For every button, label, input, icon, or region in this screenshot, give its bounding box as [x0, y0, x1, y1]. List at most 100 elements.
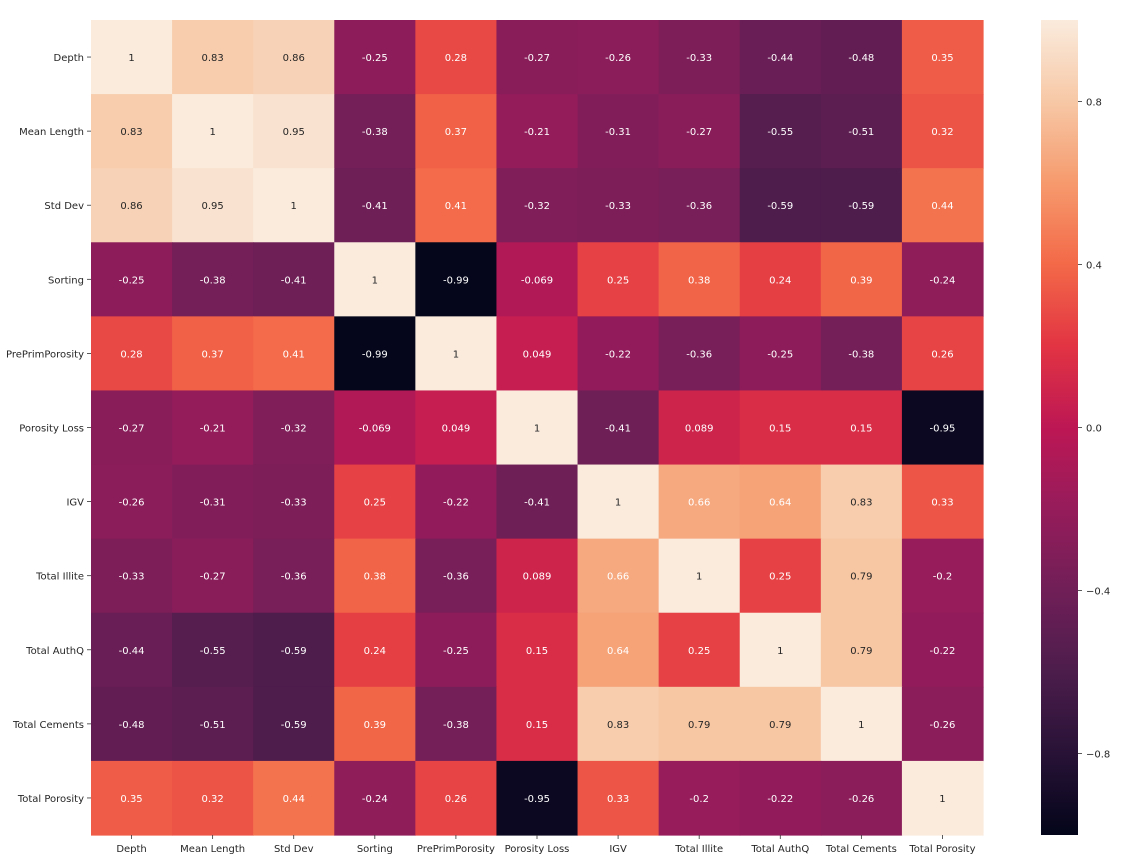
colorbar-gradient: [1041, 20, 1078, 835]
heatmap-cell: [901, 390, 984, 466]
cell-annotation: -0.51: [200, 720, 226, 731]
heatmap-cell: [658, 94, 741, 169]
heatmap-cell: [253, 94, 335, 169]
cell-annotation: -0.44: [767, 53, 793, 64]
cell-annotation: -0.33: [686, 53, 712, 64]
heatmap-cell: [820, 760, 903, 836]
heatmap-cell: [415, 760, 498, 836]
heatmap-cell: [739, 168, 822, 243]
heatmap-cell: [739, 316, 822, 392]
heatmap-cell: [577, 20, 660, 95]
heatmap-cell: [415, 242, 498, 317]
x-tick-label: Total Porosity: [908, 844, 975, 855]
cell-annotation: -0.27: [200, 572, 226, 583]
heatmap-cell: [496, 464, 579, 540]
cell-annotation: 1: [939, 794, 945, 805]
cell-annotation: 1: [858, 720, 864, 731]
cell-annotation: -0.36: [686, 349, 712, 360]
y-tick-label: Mean Length: [19, 127, 84, 138]
x-axis-tick-labels: Depth Mean Length Std Dev Sorting PrePrimPor…: [116, 835, 976, 855]
cell-annotation: 0.64: [607, 646, 629, 657]
cell-annotation: 1: [209, 127, 215, 138]
cell-annotation: -0.25: [767, 349, 793, 360]
cell-annotation: -0.38: [200, 275, 226, 286]
cell-annotation: -0.069: [359, 424, 391, 435]
heatmap-cell: [901, 168, 984, 243]
cell-annotation: -0.95: [524, 794, 550, 805]
heatmap-cell: [901, 316, 984, 392]
heatmap-cell: [415, 20, 498, 95]
cell-annotation: 1: [453, 349, 459, 360]
heatmap-cell: [739, 94, 822, 169]
heatmap-cell: [415, 94, 498, 169]
heatmap-cell: [415, 538, 498, 614]
cell-annotation: -0.95: [930, 424, 956, 435]
heatmap-cell: [415, 316, 498, 392]
heatmap-cell: [91, 686, 173, 762]
heatmap-cell: [577, 464, 660, 540]
heatmap-cell: [577, 686, 660, 762]
cell-annotation: 0.24: [364, 646, 386, 657]
cell-annotation: 0.15: [769, 424, 791, 435]
cell-annotation: 1: [291, 201, 297, 212]
heatmap-cell: [577, 538, 660, 614]
heatmap-cell: [253, 168, 335, 243]
heatmap-cell: [415, 168, 498, 243]
x-tick-label: Total AuthQ: [750, 844, 809, 855]
cell-annotation: 0.25: [364, 498, 386, 509]
colorbar-tick-label: 0.4: [1086, 261, 1102, 272]
heatmap-cell: [658, 760, 741, 836]
cell-annotation: -0.41: [281, 275, 307, 286]
cell-annotation: 0.86: [283, 53, 305, 64]
cell-annotation: 0.41: [445, 201, 467, 212]
heatmap-cell: [658, 686, 741, 762]
heatmap-cell: [820, 94, 903, 169]
cell-annotation: 0.37: [445, 127, 467, 138]
cell-annotation: -0.21: [524, 127, 550, 138]
cell-annotation: 0.25: [607, 275, 629, 286]
heatmap-cell: [334, 242, 416, 317]
heatmap-cell: [820, 612, 903, 688]
heatmap-cell: [658, 612, 741, 688]
cell-annotation: 0.39: [850, 275, 872, 286]
y-tick-label: Std Dev: [44, 201, 84, 212]
heatmap-cell: [820, 242, 903, 317]
y-tick-label: Total Cements: [12, 720, 84, 731]
heatmap-cell: [172, 168, 254, 243]
heatmap-cell: [415, 464, 498, 540]
colorbar-tick-label: 0.8: [1086, 98, 1102, 109]
cell-annotation: 1: [615, 498, 621, 509]
cell-annotation: -0.33: [605, 201, 631, 212]
cell-annotation: -0.59: [767, 201, 793, 212]
heatmap-cell: [739, 686, 822, 762]
heatmap-cell: [172, 242, 254, 317]
heatmap-cell: [577, 168, 660, 243]
cell-annotation: 0.33: [931, 498, 953, 509]
colorbar-tick-label: −0.8: [1086, 750, 1110, 761]
heatmap-cell: [91, 464, 173, 540]
cell-annotation: 0.15: [526, 720, 548, 731]
cell-annotation: -0.38: [362, 127, 388, 138]
heatmap-cell: [658, 464, 741, 540]
y-tick-label: Porosity Loss: [19, 424, 84, 435]
y-axis-tick-labels: Depth Mean Length Std Dev Sorting PrePrimPor…: [6, 53, 91, 805]
heatmap-cell: [658, 20, 741, 95]
heatmap-cell: [739, 390, 822, 466]
heatmap-cell: [577, 94, 660, 169]
cell-annotation: 0.86: [120, 201, 142, 212]
cell-annotation: 0.26: [445, 794, 467, 805]
cell-annotation: -0.24: [930, 275, 956, 286]
cell-annotation: 0.15: [526, 646, 548, 657]
cell-annotation: 0.44: [283, 794, 305, 805]
heatmap-cell: [253, 390, 335, 466]
y-tick-label: Total Porosity: [17, 794, 84, 805]
heatmap-cell: [172, 94, 254, 169]
cell-annotation: -0.26: [119, 498, 145, 509]
cell-annotation: -0.25: [119, 275, 145, 286]
cell-annotation: -0.99: [362, 349, 388, 360]
cell-annotation: -0.32: [524, 201, 550, 212]
heatmap-cell: [658, 538, 741, 614]
heatmap-cell: [253, 760, 335, 836]
cell-annotation: 0.66: [688, 498, 710, 509]
heatmap-cell: [820, 390, 903, 466]
